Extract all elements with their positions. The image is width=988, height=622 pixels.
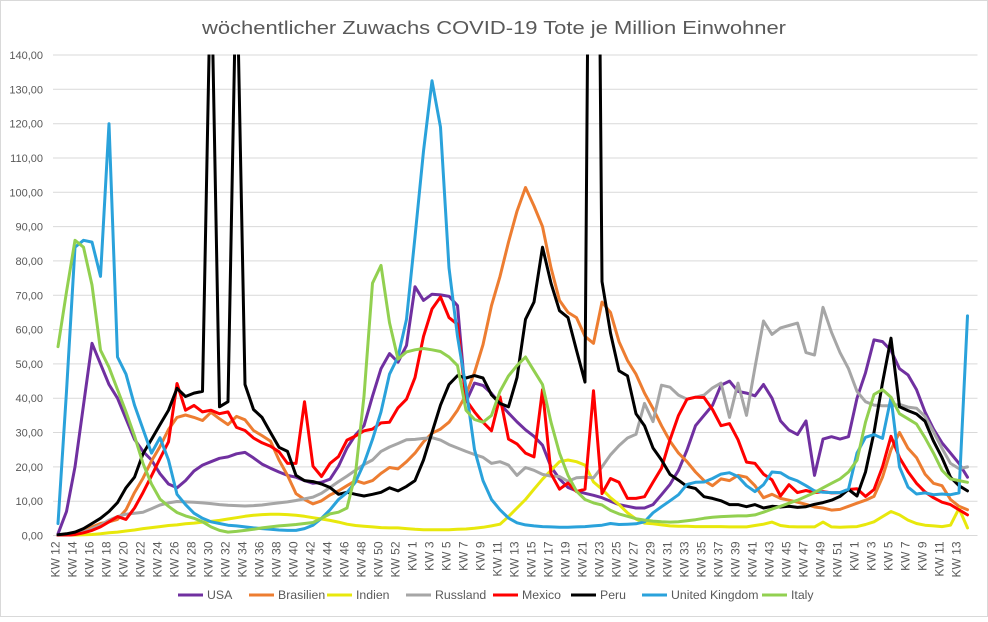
svg-text:KW 27: KW 27	[627, 541, 641, 577]
svg-text:KW 35: KW 35	[695, 541, 709, 577]
svg-text:KW 50: KW 50	[372, 541, 386, 577]
svg-text:20,00: 20,00	[15, 462, 43, 474]
svg-text:wöchentlicher Zuwachs COVID-19: wöchentlicher Zuwachs COVID-19 Tote je M…	[201, 18, 786, 38]
svg-text:KW 24: KW 24	[151, 541, 165, 577]
svg-text:30,00: 30,00	[15, 428, 43, 440]
svg-text:140,00: 140,00	[9, 50, 43, 62]
svg-text:KW 28: KW 28	[185, 541, 199, 577]
svg-text:USA: USA	[207, 588, 233, 602]
svg-text:KW 5: KW 5	[882, 541, 896, 571]
svg-text:KW 40: KW 40	[287, 541, 301, 577]
svg-text:KW 42: KW 42	[304, 541, 318, 577]
svg-text:KW 19: KW 19	[559, 541, 573, 577]
svg-text:40,00: 40,00	[15, 393, 43, 405]
svg-text:60,00: 60,00	[15, 325, 43, 337]
svg-text:KW 45: KW 45	[780, 541, 794, 577]
svg-text:100,00: 100,00	[9, 187, 43, 199]
svg-text:KW 11: KW 11	[933, 541, 947, 576]
svg-text:KW 51: KW 51	[831, 541, 845, 577]
svg-text:Indien: Indien	[356, 588, 390, 602]
svg-text:120,00: 120,00	[9, 119, 43, 131]
svg-text:United Kingdom: United Kingdom	[671, 588, 759, 602]
svg-text:130,00: 130,00	[9, 84, 43, 96]
svg-text:KW 13: KW 13	[950, 541, 964, 577]
svg-text:KW 36: KW 36	[253, 541, 267, 577]
svg-text:KW 39: KW 39	[729, 541, 743, 577]
svg-text:KW 38: KW 38	[270, 541, 284, 577]
svg-text:KW 11: KW 11	[491, 541, 505, 576]
svg-text:KW 34: KW 34	[236, 541, 250, 577]
svg-text:KW 1: KW 1	[406, 541, 420, 571]
svg-text:KW 49: KW 49	[814, 541, 828, 577]
svg-text:KW 1: KW 1	[848, 541, 862, 571]
svg-text:KW 44: KW 44	[321, 541, 335, 577]
svg-text:KW 17: KW 17	[542, 541, 556, 577]
svg-text:KW 20: KW 20	[117, 541, 131, 577]
svg-text:KW 23: KW 23	[593, 541, 607, 577]
svg-text:KW 46: KW 46	[338, 541, 352, 577]
svg-text:KW 33: KW 33	[678, 541, 692, 577]
svg-text:KW 3: KW 3	[423, 541, 437, 571]
svg-text:70,00: 70,00	[15, 290, 43, 302]
svg-text:KW 52: KW 52	[389, 541, 403, 577]
svg-text:KW 14: KW 14	[66, 541, 80, 577]
svg-text:KW 12: KW 12	[49, 541, 63, 577]
svg-text:50,00: 50,00	[15, 359, 43, 371]
svg-text:KW 26: KW 26	[168, 541, 182, 577]
svg-text:KW 29: KW 29	[644, 541, 658, 577]
svg-text:KW 48: KW 48	[355, 541, 369, 577]
svg-text:Brasilien: Brasilien	[278, 588, 325, 602]
svg-text:Russland: Russland	[435, 588, 486, 602]
svg-text:KW 9: KW 9	[916, 541, 930, 571]
svg-text:KW 7: KW 7	[899, 541, 913, 571]
svg-text:KW 3: KW 3	[865, 541, 879, 571]
svg-text:KW 22: KW 22	[134, 541, 148, 577]
svg-text:KW 16: KW 16	[83, 541, 97, 577]
svg-text:KW 15: KW 15	[525, 541, 539, 577]
svg-text:KW 7: KW 7	[457, 541, 471, 571]
svg-text:Mexico: Mexico	[522, 588, 561, 602]
svg-text:KW 21: KW 21	[576, 541, 590, 577]
svg-text:KW 31: KW 31	[661, 541, 675, 577]
svg-text:KW 18: KW 18	[100, 541, 114, 577]
svg-text:KW 5: KW 5	[440, 541, 454, 571]
svg-text:KW 47: KW 47	[797, 541, 811, 577]
svg-text:KW 13: KW 13	[508, 541, 522, 577]
svg-text:Italy: Italy	[791, 588, 814, 602]
svg-text:KW 30: KW 30	[202, 541, 216, 577]
svg-text:KW 32: KW 32	[219, 541, 233, 577]
svg-text:10,00: 10,00	[15, 496, 43, 508]
svg-text:0,00: 0,00	[22, 531, 43, 543]
svg-text:110,00: 110,00	[10, 153, 43, 165]
svg-text:KW 25: KW 25	[610, 541, 624, 577]
svg-text:KW 41: KW 41	[746, 541, 760, 577]
svg-text:90,00: 90,00	[15, 222, 43, 234]
svg-text:KW 37: KW 37	[712, 541, 726, 577]
svg-text:KW 9: KW 9	[474, 541, 488, 571]
svg-text:KW 43: KW 43	[763, 541, 777, 577]
svg-text:80,00: 80,00	[15, 256, 43, 268]
svg-text:Peru: Peru	[600, 588, 626, 602]
